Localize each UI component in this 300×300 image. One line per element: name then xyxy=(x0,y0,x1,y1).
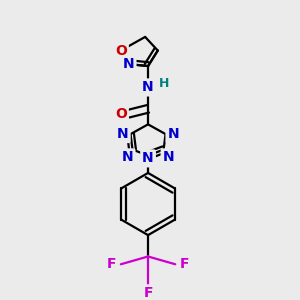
Text: N: N xyxy=(142,152,154,165)
Text: N: N xyxy=(163,150,174,164)
Text: N: N xyxy=(117,127,129,141)
Text: N: N xyxy=(123,57,134,71)
Text: N: N xyxy=(167,127,179,141)
Text: O: O xyxy=(115,107,127,121)
Text: N: N xyxy=(122,150,134,164)
Text: F: F xyxy=(180,257,190,271)
Text: F: F xyxy=(106,257,116,271)
Text: H: H xyxy=(158,77,169,90)
Text: N: N xyxy=(142,80,154,94)
Text: O: O xyxy=(115,44,127,58)
Text: F: F xyxy=(143,286,153,300)
